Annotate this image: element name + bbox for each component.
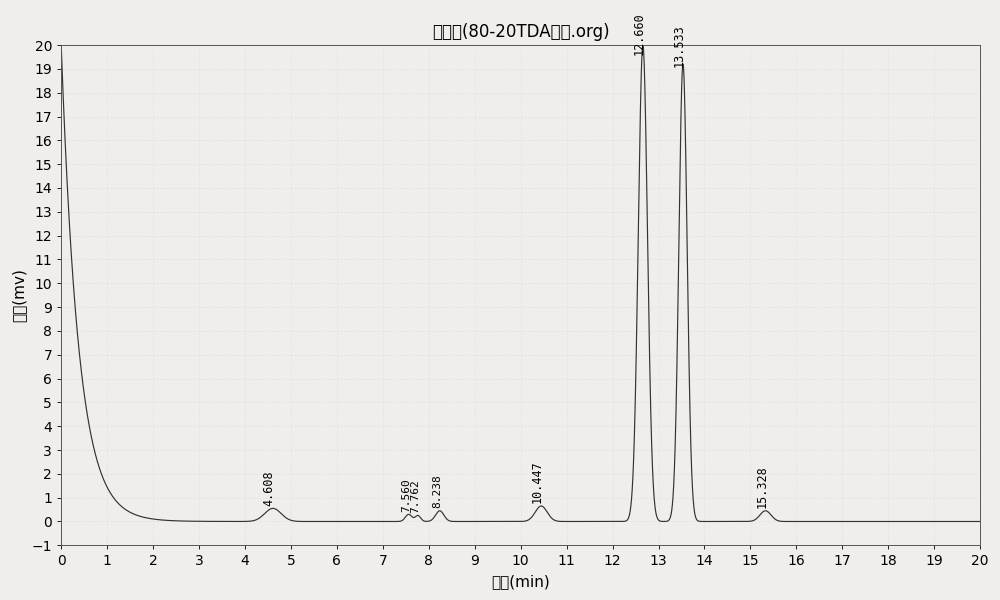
X-axis label: 时间(min): 时间(min)	[491, 574, 550, 589]
Text: 7.762: 7.762	[411, 479, 421, 513]
Text: 13.533: 13.533	[673, 24, 686, 67]
Text: 15.328: 15.328	[755, 465, 768, 508]
Text: 12.660: 12.660	[633, 12, 646, 55]
Text: 7.560: 7.560	[401, 478, 411, 512]
Y-axis label: 电压(mv): 电压(mv)	[11, 268, 26, 322]
Text: 8.238: 8.238	[432, 475, 442, 508]
Title: 色谱图(80-20TDA样品.org): 色谱图(80-20TDA样品.org)	[432, 23, 609, 41]
Text: 10.447: 10.447	[531, 460, 544, 503]
Text: 4.608: 4.608	[263, 470, 276, 506]
